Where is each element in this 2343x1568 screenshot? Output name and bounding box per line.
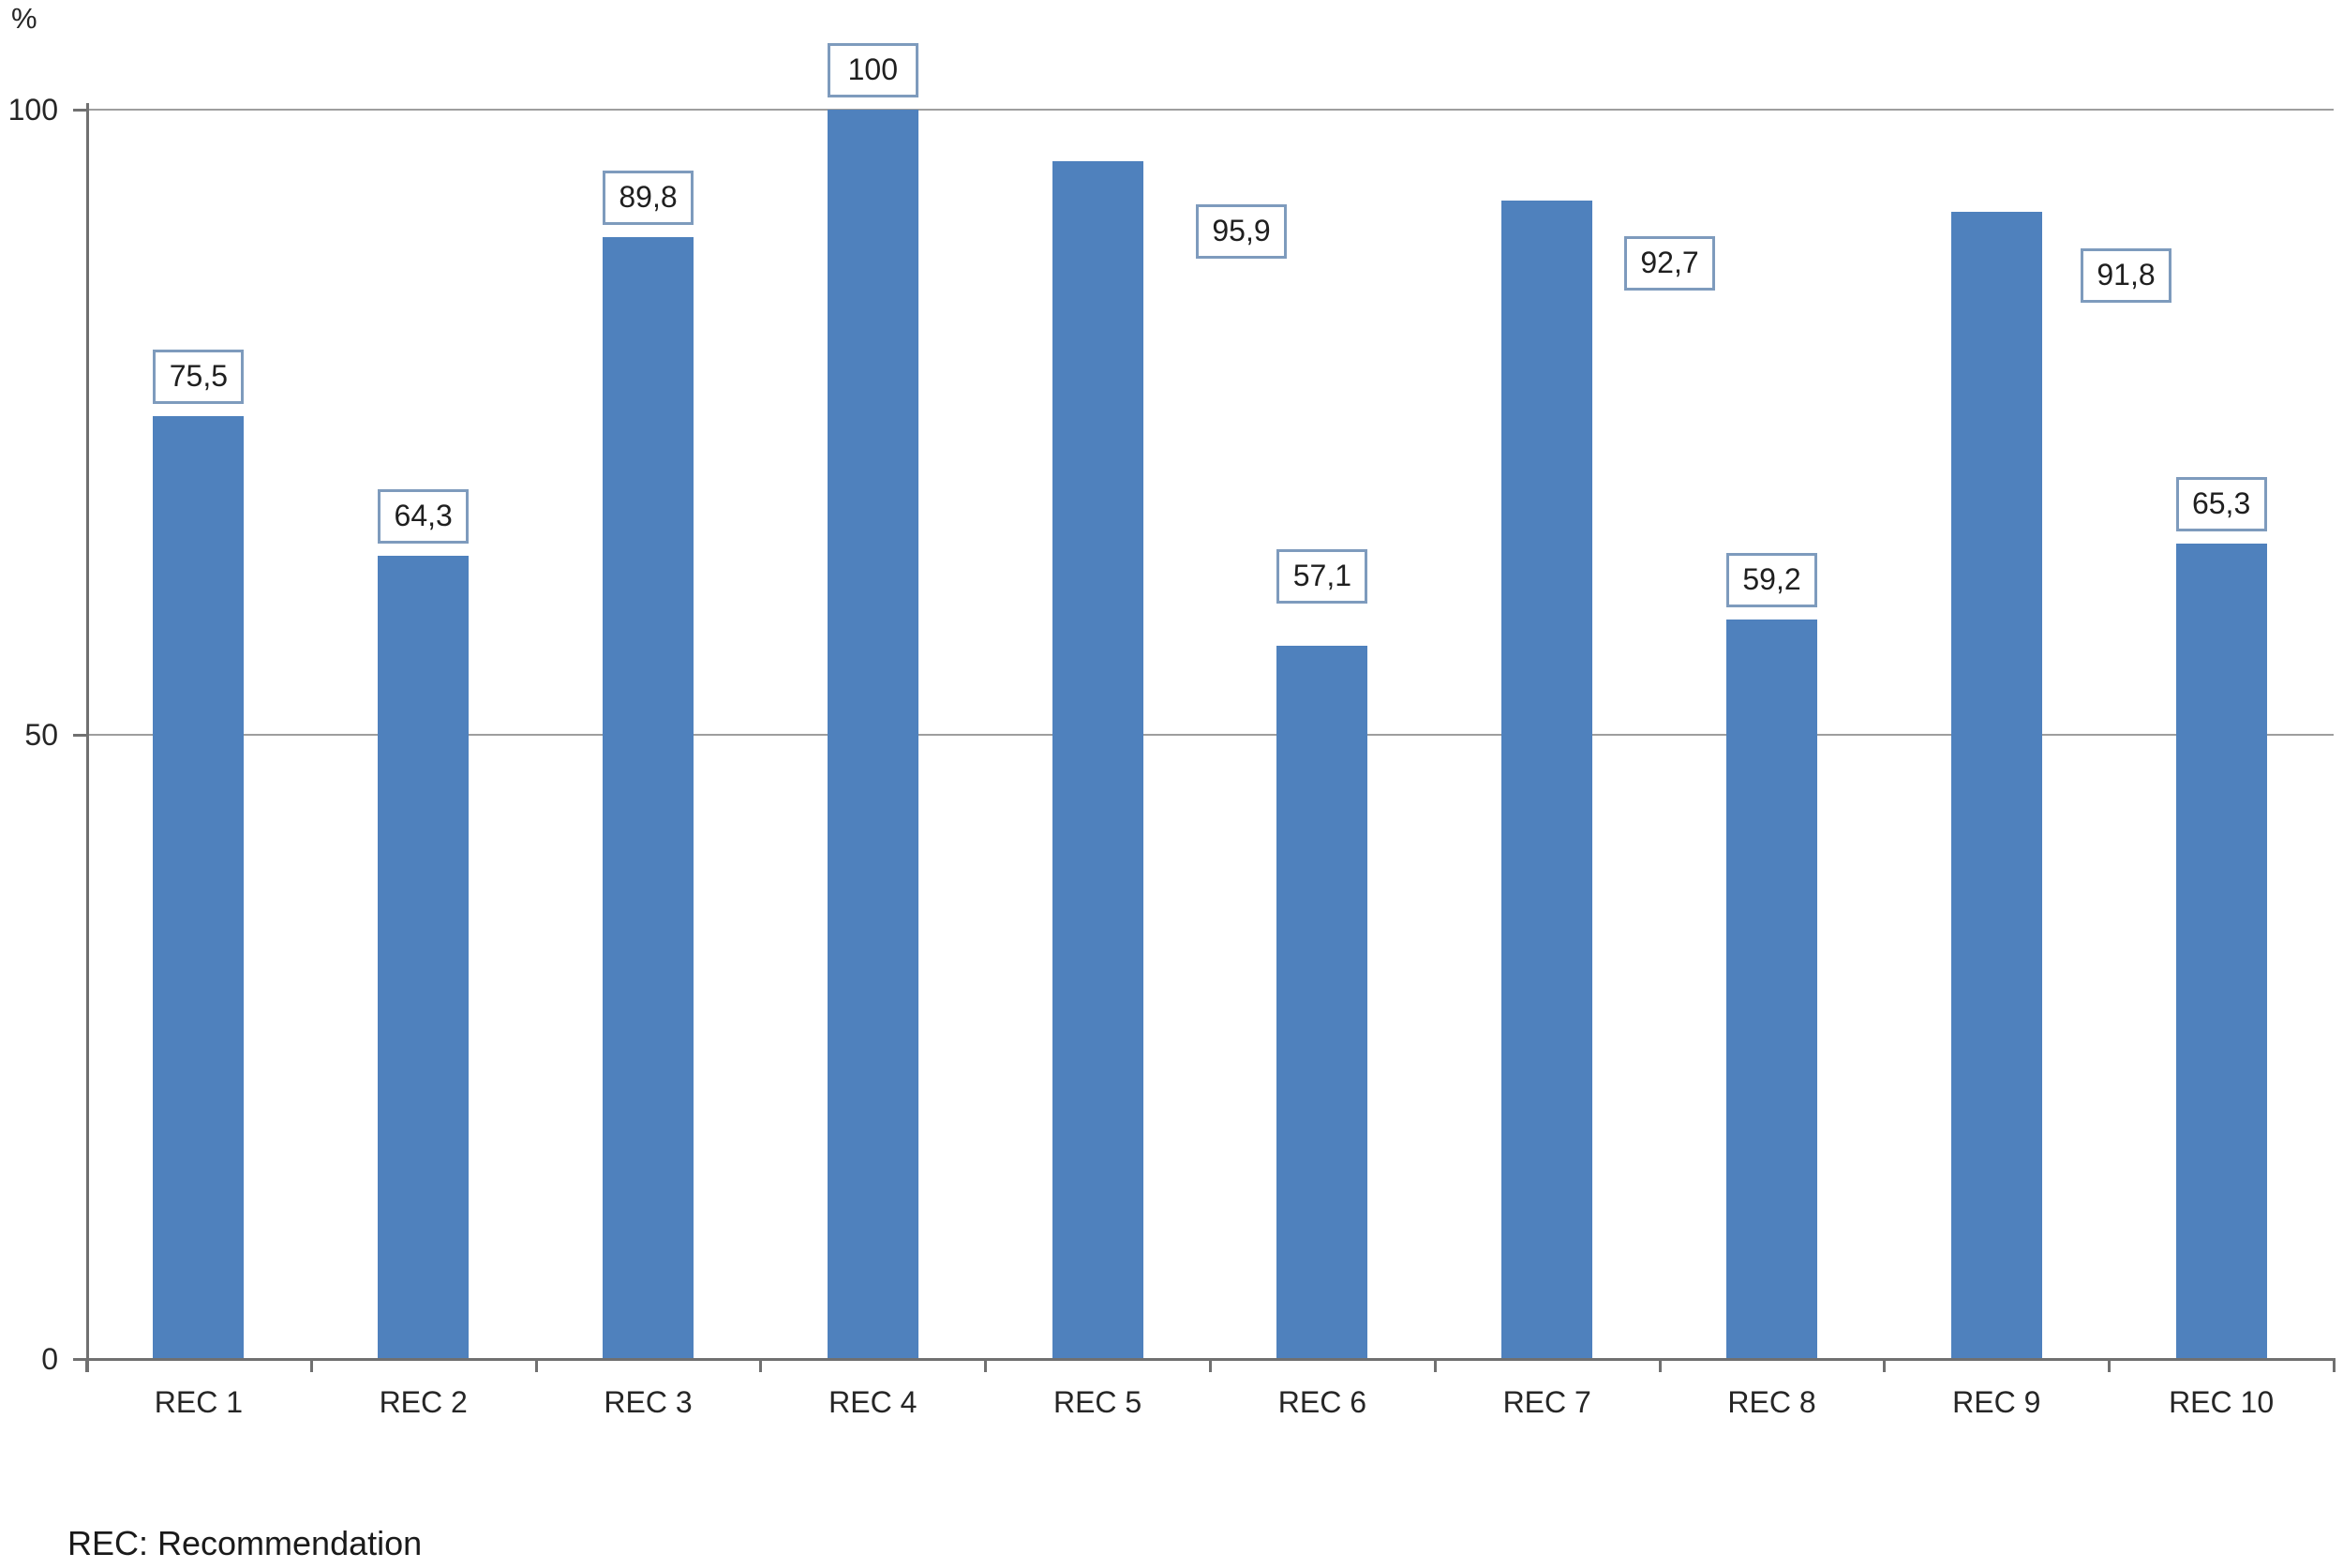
bar-rec-10 bbox=[2175, 543, 2267, 1359]
value-label-rec-1: 75,5 bbox=[153, 349, 245, 404]
y-tick-label-50: 50 bbox=[24, 717, 58, 752]
x-category-label-6: REC 6 bbox=[1277, 1385, 1367, 1419]
x-tick-3 bbox=[759, 1359, 763, 1372]
value-label-rec-4: 100 bbox=[827, 43, 918, 97]
x-category-label-2: REC 2 bbox=[379, 1385, 468, 1419]
gridline-100 bbox=[86, 109, 2334, 111]
x-tick-7 bbox=[1658, 1359, 1662, 1372]
value-label-rec-10: 65,3 bbox=[2175, 476, 2267, 531]
bar-rec-2 bbox=[378, 555, 470, 1359]
bar-rec-5 bbox=[1052, 160, 1143, 1359]
bar-rec-1 bbox=[153, 415, 245, 1359]
y-tick-100 bbox=[73, 109, 86, 112]
x-category-label-9: REC 9 bbox=[1952, 1385, 2041, 1419]
value-label-rec-3: 89,8 bbox=[603, 170, 694, 225]
x-category-label-5: REC 5 bbox=[1052, 1385, 1142, 1419]
x-tick-1 bbox=[309, 1359, 313, 1372]
x-category-label-4: REC 4 bbox=[828, 1385, 918, 1419]
bar-rec-4 bbox=[827, 110, 918, 1359]
x-tick-0 bbox=[85, 1359, 88, 1372]
x-category-label-10: REC 10 bbox=[2169, 1385, 2275, 1419]
bar-rec-8 bbox=[1726, 619, 1817, 1359]
value-label-rec-5: 95,9 bbox=[1196, 204, 1287, 259]
x-tick-8 bbox=[1883, 1359, 1887, 1372]
y-tick-50 bbox=[73, 733, 86, 737]
bar-rec-9 bbox=[1950, 212, 2042, 1359]
value-label-rec-8: 59,2 bbox=[1726, 552, 1817, 607]
value-label-rec-2: 64,3 bbox=[378, 488, 470, 544]
x-tick-6 bbox=[1433, 1359, 1437, 1372]
x-tick-2 bbox=[534, 1359, 538, 1372]
x-tick-4 bbox=[984, 1359, 988, 1372]
x-tick-9 bbox=[2108, 1359, 2112, 1372]
x-category-label-7: REC 7 bbox=[1502, 1385, 1591, 1419]
y-axis-line bbox=[86, 103, 89, 1372]
value-label-rec-7: 92,7 bbox=[1624, 236, 1715, 291]
x-tick-5 bbox=[1209, 1359, 1212, 1372]
x-tick-10 bbox=[2333, 1359, 2336, 1372]
y-tick-label-0: 0 bbox=[41, 1342, 58, 1376]
chart-footnote: REC: Recommendation bbox=[67, 1524, 423, 1562]
y-tick-label-100: 100 bbox=[7, 93, 58, 127]
x-category-label-3: REC 3 bbox=[604, 1385, 693, 1419]
x-category-label-8: REC 8 bbox=[1727, 1385, 1816, 1419]
bar-rec-6 bbox=[1276, 645, 1368, 1359]
bar-rec-3 bbox=[603, 236, 694, 1359]
x-category-label-1: REC 1 bbox=[154, 1385, 244, 1419]
value-label-rec-6: 57,1 bbox=[1276, 548, 1368, 604]
x-axis-line bbox=[73, 1358, 2336, 1361]
bar-rec-7 bbox=[1501, 201, 1593, 1359]
gridline-50 bbox=[86, 733, 2334, 736]
value-label-rec-9: 91,8 bbox=[2081, 248, 2171, 303]
y-axis-unit-label: % bbox=[11, 2, 37, 35]
